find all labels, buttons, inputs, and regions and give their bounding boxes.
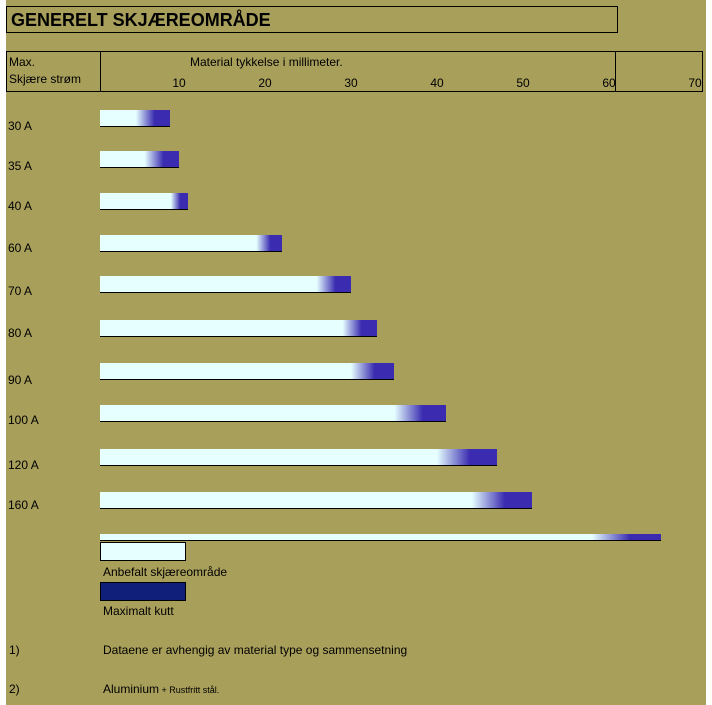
bar: [100, 235, 283, 252]
bar: [100, 110, 171, 127]
x-tick-label: 30: [344, 76, 358, 90]
header-left-border: [6, 51, 7, 92]
x-tick-label: 10: [172, 76, 186, 90]
row-label: 90 A: [8, 373, 33, 387]
note-1-text: Dataene er avhengig av material type og …: [103, 643, 408, 657]
header-top-border: [6, 51, 703, 52]
bar: [100, 363, 394, 380]
row-label: 30 A: [8, 119, 33, 133]
note-2-small: + Rustfritt stål.: [159, 685, 220, 695]
x-tick-label: 40: [430, 76, 444, 90]
bar: [100, 151, 179, 168]
bar: [100, 320, 377, 337]
bar: [100, 492, 532, 509]
x-tick-label: 20: [258, 76, 272, 90]
header-bottom-border: [6, 91, 703, 92]
header-col-divider: [100, 51, 101, 92]
row-label: 70 A: [8, 284, 33, 298]
legend-swatch-maximal: [100, 582, 186, 601]
header-col-divider-right: [615, 51, 616, 92]
note-2-text: Aluminium + Rustfritt stål.: [103, 682, 219, 696]
legend-swatch-recommended: [100, 542, 186, 561]
row-label: 120 A: [8, 458, 39, 472]
header-current-label: Skjære strøm: [9, 72, 81, 86]
bar: [100, 449, 498, 466]
title-box: GENERELT SKJÆREOMRÅDE: [6, 6, 618, 33]
header-max-label: Max.: [9, 55, 36, 69]
note-1-number: 1): [9, 643, 20, 657]
row-label: 40 A: [8, 199, 33, 213]
legend-label-recommended: Anbefalt skjæreområde: [103, 565, 228, 579]
x-tick-label: 60: [602, 76, 616, 90]
x-tick-label: 70: [688, 76, 702, 90]
x-tick-label: 50: [516, 76, 530, 90]
row-label: 160 A: [8, 498, 39, 512]
note-2-number: 2): [9, 682, 20, 696]
legend-label-maximal: Maximalt kutt: [103, 604, 174, 618]
bar: [100, 193, 188, 210]
row-label: 100 A: [8, 413, 39, 427]
bar: [100, 405, 446, 422]
row-label: 35 A: [8, 159, 33, 173]
bar: [100, 276, 351, 293]
row-label: 60 A: [8, 241, 33, 255]
header-right-border: [702, 51, 703, 92]
note-2-main: Aluminium: [103, 682, 160, 696]
chart-title: GENERELT SKJÆREOMRÅDE: [11, 10, 271, 30]
x-axis-label: Material tykkelse i millimeter.: [190, 55, 343, 69]
row-label: 80 A: [8, 326, 33, 340]
extra-bar: [100, 534, 661, 541]
